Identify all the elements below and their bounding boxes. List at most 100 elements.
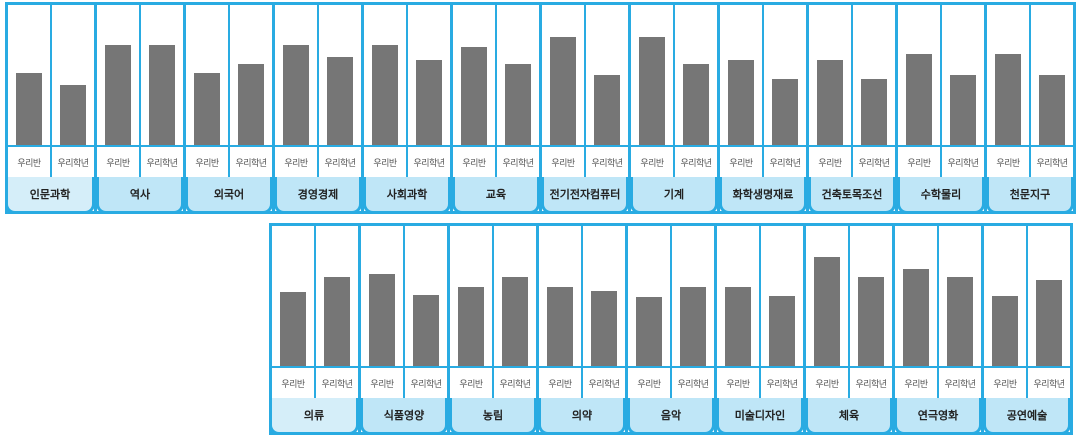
bar-column <box>628 226 670 366</box>
series-label: 우리학년 <box>581 368 625 398</box>
bar-column <box>1026 226 1070 366</box>
subject-group: 우리반 우리학년 음악 <box>627 223 717 435</box>
bar-plot <box>97 5 183 145</box>
bar-our-class <box>728 60 754 145</box>
bar-column <box>581 226 625 366</box>
bar-our-class <box>461 47 487 145</box>
series-label: 우리학년 <box>314 368 358 398</box>
bar-plot <box>272 226 358 366</box>
series-labels: 우리반 우리학년 <box>186 145 272 177</box>
bar-our-class <box>194 73 220 145</box>
series-labels: 우리반 우리학년 <box>628 366 714 398</box>
bar-our-class <box>283 45 309 145</box>
subject-tab[interactable]: 교육 <box>452 177 540 214</box>
bar-our-grade <box>502 277 528 366</box>
series-label: 우리반 <box>548 379 572 390</box>
series-label: 우리학년 <box>1029 147 1073 177</box>
series-label: 우리반 <box>729 158 753 169</box>
subject-group: 우리반 우리학년 식품영양 <box>360 223 450 435</box>
series-label: 우리학년 <box>492 368 536 398</box>
subject-tab[interactable]: 농림 <box>449 398 537 435</box>
subject-tab[interactable]: 식품영양 <box>360 398 448 435</box>
bar-column <box>895 226 937 366</box>
subject-tab[interactable]: 체육 <box>805 398 893 435</box>
bar-column <box>984 226 1026 366</box>
series-label: 우리반 <box>373 158 397 169</box>
subject-tab[interactable]: 공연예술 <box>983 398 1071 435</box>
series-labels: 우리반 우리학년 <box>806 366 892 398</box>
series-labels: 우리반 우리학년 <box>275 145 361 177</box>
subject-tab[interactable]: 미술디자인 <box>716 398 804 435</box>
bar-our-grade <box>950 75 976 145</box>
subject-tab[interactable]: 인문과학 <box>5 177 95 214</box>
bar-our-class <box>636 297 662 366</box>
series-label: 우리반 <box>637 379 661 390</box>
bar-our-grade <box>505 64 531 145</box>
bar-column <box>272 226 314 366</box>
series-label: 우리학년 <box>673 147 717 177</box>
series-label: 우리학년 <box>670 368 714 398</box>
bar-our-grade <box>680 287 706 366</box>
subject-tab[interactable]: 전기전자컴퓨터 <box>541 177 629 214</box>
series-label: 우리반 <box>551 158 575 169</box>
subject-tab[interactable]: 사회과학 <box>363 177 451 214</box>
series-label: 우리학년 <box>495 147 539 177</box>
subject-tab[interactable]: 연극영화 <box>894 398 982 435</box>
subject-tab[interactable]: 역사 <box>96 177 184 214</box>
series-labels: 우리반 우리학년 <box>450 366 536 398</box>
series-label: 우리반 <box>907 158 931 169</box>
bar-column <box>1029 5 1073 145</box>
series-labels: 우리반 우리학년 <box>453 145 539 177</box>
subject-group: 우리반 우리학년 사회과학 <box>363 2 453 214</box>
bar-column <box>139 5 183 145</box>
bar-plot <box>987 5 1073 145</box>
subject-tab[interactable]: 의류 <box>269 398 359 435</box>
bar-our-class <box>369 274 395 366</box>
bar-column <box>361 226 403 366</box>
series-label: 우리반 <box>996 158 1020 169</box>
subject-tab[interactable]: 수학물리 <box>897 177 985 214</box>
subject-group: 우리반 우리학년 의류 <box>269 223 361 435</box>
bar-our-class <box>995 54 1021 145</box>
bar-column <box>987 5 1029 145</box>
bar-column <box>940 5 984 145</box>
subject-tab[interactable]: 기계 <box>630 177 718 214</box>
bar-column <box>717 226 759 366</box>
series-labels: 우리반 우리학년 <box>631 145 717 177</box>
bar-our-class <box>906 54 932 145</box>
series-labels: 우리반 우리학년 <box>720 145 806 177</box>
subject-tab[interactable]: 경영경제 <box>274 177 362 214</box>
series-label: 우리학년 <box>759 368 803 398</box>
series-labels: 우리반 우리학년 <box>539 366 625 398</box>
subject-group: 우리반 우리학년 연극영화 <box>894 223 984 435</box>
series-label: 우리반 <box>17 158 41 169</box>
subject-tab[interactable]: 천문지구 <box>986 177 1074 214</box>
series-label: 우리학년 <box>851 147 895 177</box>
subject-group: 우리반 우리학년 건축토목조선 <box>808 2 898 214</box>
bar-column <box>8 5 50 145</box>
bar-our-grade <box>1036 280 1062 366</box>
series-label: 우리학년 <box>1026 368 1070 398</box>
subject-tab[interactable]: 외국어 <box>185 177 273 214</box>
bar-column <box>314 226 358 366</box>
series-label: 우리반 <box>640 158 664 169</box>
subject-tab[interactable]: 건축토목조선 <box>808 177 896 214</box>
bar-our-grade <box>327 57 353 145</box>
subject-group: 우리반 우리학년 농림 <box>449 223 539 435</box>
subject-tab[interactable]: 화학생명재료 <box>719 177 807 214</box>
bar-plot <box>984 226 1070 366</box>
bar-our-class <box>817 60 843 145</box>
bar-column <box>97 5 139 145</box>
bar-our-grade <box>413 295 439 366</box>
subject-tab[interactable]: 음악 <box>627 398 715 435</box>
bar-plot <box>275 5 361 145</box>
series-label: 우리반 <box>462 158 486 169</box>
bar-plot <box>453 5 539 145</box>
bar-plot <box>806 226 892 366</box>
chart-row-2: 우리반 우리학년 의류 우리반 우리학년 식품영양 우리반 우리학년 농림 우리반 우리학년 의약 우리… <box>269 223 1073 435</box>
subject-tab[interactable]: 의약 <box>538 398 626 435</box>
bar-column <box>186 5 228 145</box>
series-labels: 우리반 우리학년 <box>97 145 183 177</box>
bar-our-grade <box>858 277 884 366</box>
